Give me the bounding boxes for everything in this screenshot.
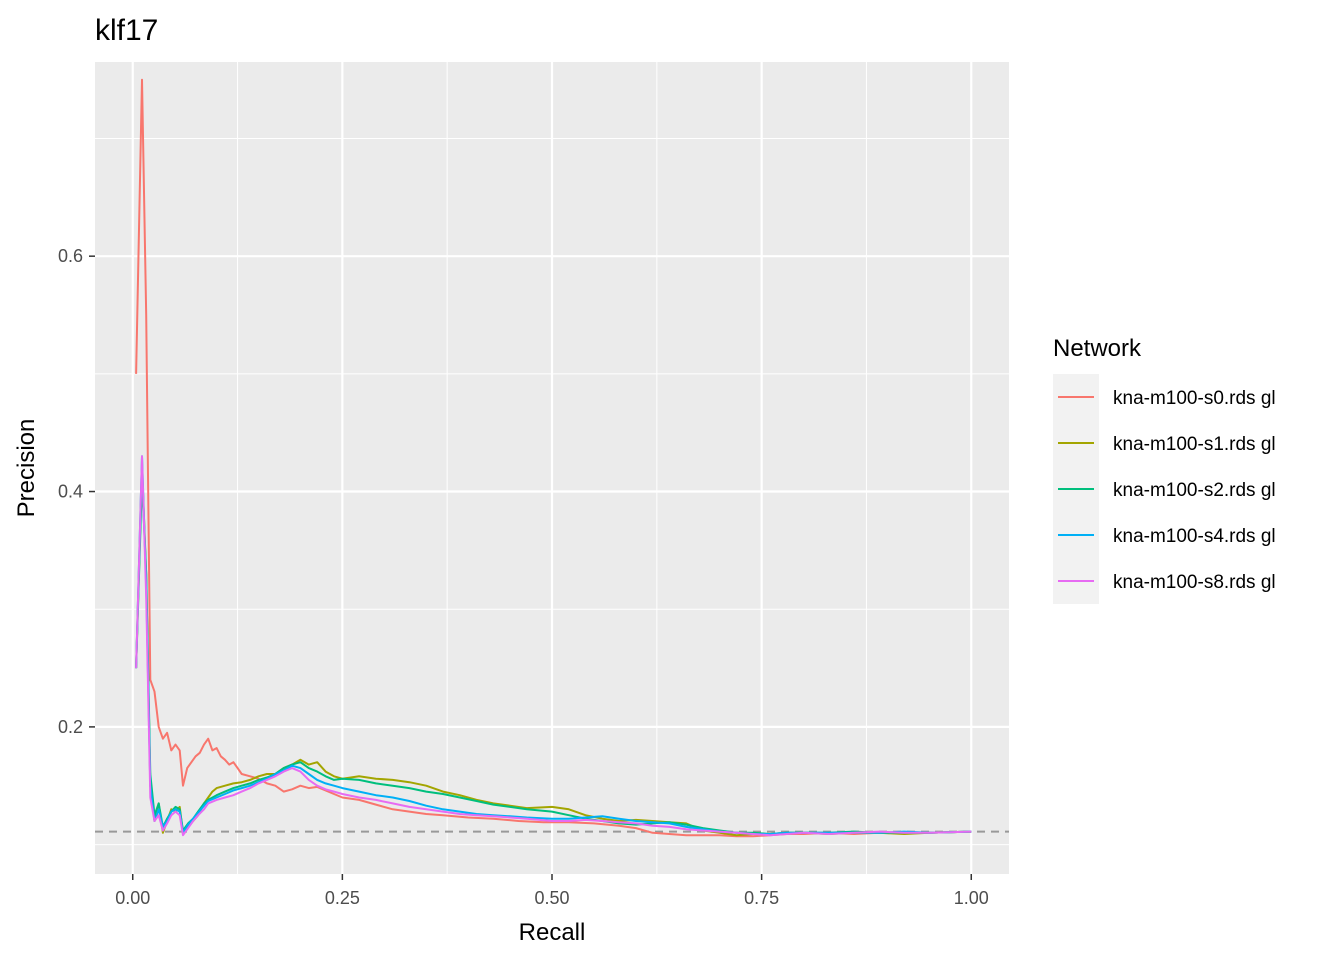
legend: kna-m100-s0.rds gl kna-m100-s1.rds gl kna-… bbox=[1053, 374, 1276, 604]
y-tick-label: 0.2 bbox=[58, 717, 83, 737]
legend-label: kna-m100-s4.rds gl bbox=[1113, 526, 1276, 547]
y-axis-title: Precision bbox=[13, 419, 40, 518]
x-tick-label: 0.75 bbox=[744, 888, 779, 908]
x-tick-label: 1.00 bbox=[954, 888, 989, 908]
series-line-0 bbox=[135, 78, 972, 838]
y-tick-label: 0.4 bbox=[58, 482, 83, 502]
legend-label: kna-m100-s2.rds gl bbox=[1113, 480, 1276, 501]
legend-label: kna-m100-s1.rds gl bbox=[1113, 434, 1276, 455]
legend-title: Network bbox=[1053, 335, 1142, 362]
x-tick-label: 0.25 bbox=[325, 888, 360, 908]
grid-major bbox=[95, 62, 1009, 874]
y-axis-ticks: 0.2 0.4 0.6 bbox=[58, 246, 95, 737]
series-layer bbox=[135, 78, 972, 838]
y-tick-label: 0.6 bbox=[58, 246, 83, 266]
legend-label: kna-m100-s0.rds gl bbox=[1113, 388, 1276, 409]
series-line-4 bbox=[135, 455, 972, 837]
legend-label: kna-m100-s8.rds gl bbox=[1113, 572, 1276, 593]
chart-title: klf17 bbox=[95, 14, 158, 47]
x-tick-label: 0.00 bbox=[115, 888, 150, 908]
x-axis-title: Recall bbox=[519, 919, 586, 946]
x-axis-ticks: 0.00 0.25 0.50 0.75 1.00 bbox=[115, 874, 989, 908]
x-tick-label: 0.50 bbox=[534, 888, 569, 908]
